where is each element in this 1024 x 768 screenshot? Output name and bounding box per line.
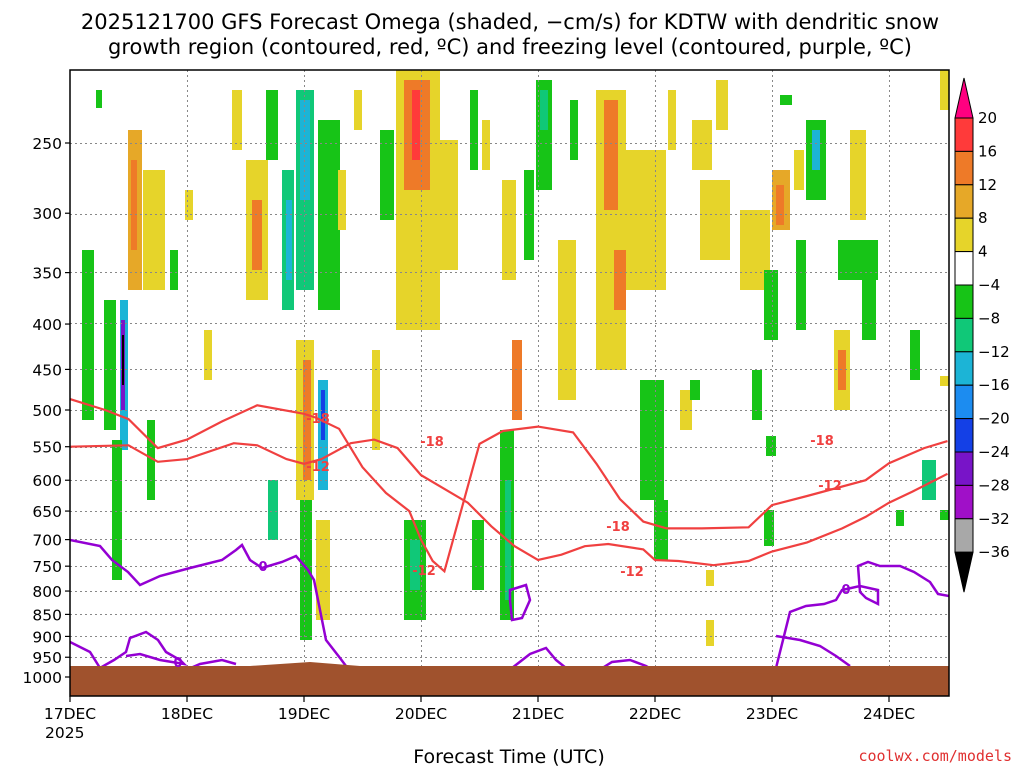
dgz-label-minus12: -12 [306,460,330,475]
y-tick-label: 650 [32,503,62,521]
y-tick-label: 700 [32,532,62,550]
colorbar-label: 8 [978,209,988,227]
colorbar-bottom-triangle [954,551,974,593]
freezing-level-contour [508,583,532,622]
y-tick-label: 300 [32,205,62,223]
colorbar-label: 20 [978,109,997,127]
freezing-level-contour [774,560,949,669]
dgz-label-minus18: -18 [306,412,330,427]
freezing-level-contour [511,646,567,669]
chart-title-line-2: growth region (contoured, red, ºC) and f… [108,35,912,59]
freezing-label: 0 [173,656,182,671]
y-tick-label: 400 [32,316,62,334]
omega-shading-layer [70,70,949,696]
colorbar-label: 4 [978,243,988,261]
x-tick-label: 19DEC [278,705,330,723]
dgz-label-minus18: -18 [606,520,630,535]
dgz-label-minus12: -12 [818,479,842,494]
colorbar: 20 16 12 8 4 −4 −8 −12 −16 −20 −24 −28 −32 −36 [954,77,1010,593]
x-tick-label: 21DEC [512,705,564,723]
x-tick-label: 22DEC [629,705,681,723]
colorbar-swatch [954,384,974,420]
y-tick-label: 950 [32,649,62,667]
y-tick-label: 750 [32,558,62,576]
dgz-contour-minus-12 [70,438,948,567]
colorbar-swatch [954,451,974,486]
y-tick-label: 500 [32,402,62,420]
x-tick-label: 23DEC [746,705,798,723]
colorbar-label: 12 [978,176,997,194]
y-tick-label: 900 [32,628,62,646]
colorbar-label: −4 [978,276,1000,294]
terrain-surface [70,662,949,696]
colorbar-swatch [954,217,974,253]
colorbar-swatch [954,150,974,186]
freezing-level-contour [70,538,347,667]
colorbar-top-triangle [954,77,974,119]
colorbar-swatch [954,484,974,520]
y-tick-label: 850 [32,606,62,624]
dgz-contour-minus-18 [70,398,948,574]
freezing-label: 0 [258,560,267,575]
chart-title-line-1: 2025121700 GFS Forecast Omega (shaded, −… [81,10,939,34]
colorbar-swatch [954,351,974,386]
y-tick-label: 1000 [23,669,62,687]
colorbar-label: 16 [978,142,997,160]
x-tick-label: 17DEC [44,705,96,723]
x-tick-label: 18DEC [161,705,213,723]
colorbar-label: −20 [978,410,1010,428]
colorbar-swatch [954,184,974,219]
colorbar-label: −12 [978,343,1010,361]
colorbar-label: −28 [978,476,1010,494]
colorbar-swatch [954,117,974,152]
dgz-label-minus18: -18 [810,434,834,449]
x-axis-label: Forecast Time (UTC) [413,746,604,768]
x-tick-year: 2025 [45,724,84,742]
colorbar-label: −24 [978,443,1010,461]
y-tick-label: 550 [32,439,62,457]
y-tick-label: 800 [32,583,62,601]
x-axis-ticks: 17DEC 18DEC 19DEC 20DEC 21DEC 22DEC 23DEC 24DEC [44,696,915,723]
site-credit: coolwx.com/models [858,747,1012,765]
y-tick-label: 350 [32,265,62,283]
y-tick-label: 600 [32,472,62,490]
colorbar-label: −8 [978,309,1000,327]
colorbar-label: −16 [978,376,1010,394]
dgz-label-minus12: -12 [620,565,644,580]
x-tick-label: 24DEC [863,705,915,723]
y-tick-label: 250 [32,135,62,153]
colorbar-swatch [954,317,974,353]
freezing-level-contours [70,538,949,674]
colorbar-swatch [954,284,974,319]
y-tick-label: 450 [32,361,62,379]
colorbar-swatch [954,251,974,286]
colorbar-swatch [954,518,974,553]
freezing-label: 0 [841,583,850,598]
colorbar-label: −36 [978,543,1010,561]
colorbar-swatch [954,418,974,453]
dgz-contours [70,398,948,574]
plot-frame [69,69,950,697]
x-tick-label: 20DEC [395,705,447,723]
colorbar-label: −32 [978,510,1010,528]
dgz-label-minus18: -18 [420,435,444,450]
freezing-level-contour [775,634,851,668]
dgz-label-minus12: -12 [412,564,436,579]
y-axis-ticks: 250 300 350 400 450 500 550 600 650 700 750 800 850 9… [23,135,70,687]
